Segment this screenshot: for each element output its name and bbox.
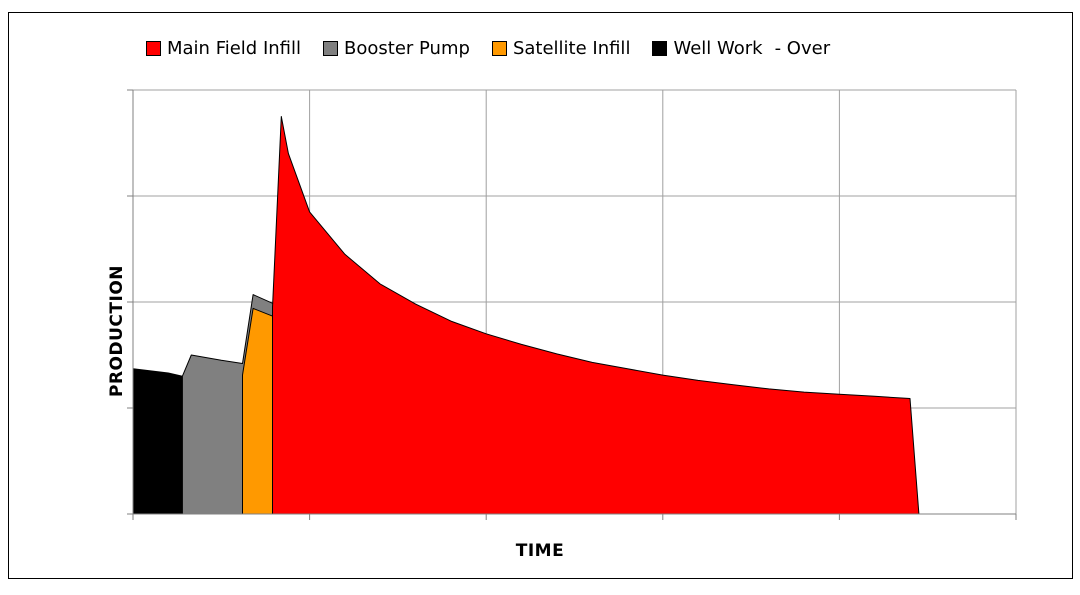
legend-swatch-satellite-infill [491,40,507,56]
axes [127,89,1017,520]
legend: Main Field Infill Booster Pump Satellite… [146,37,830,59]
legend-item-satellite-infill: Satellite Infill [491,37,631,59]
legend-label-well-work: Well Work [673,37,763,59]
legend-note: - Over [774,37,831,59]
legend-item-well-work: Well Work [652,37,763,59]
legend-swatch-main-field-infill [146,40,161,56]
legend-swatch-booster-pump [323,40,339,56]
legend-label-main-field-infill: Main Field Infill [167,37,302,59]
series-areas [132,116,920,515]
legend-label-satellite-infill: Satellite Infill [512,37,631,59]
x-axis-title: TIME [515,541,565,561]
series-area-main-field-infill [272,116,920,515]
legend-item-booster-pump: Booster Pump [323,38,470,59]
legend-label-booster-pump: Booster Pump [344,37,470,59]
legend-swatch-well-work [652,40,668,56]
legend-item-main-field-infill: Main Field Infill [146,38,301,59]
y-axis-title: PRODUCTION [107,265,127,397]
